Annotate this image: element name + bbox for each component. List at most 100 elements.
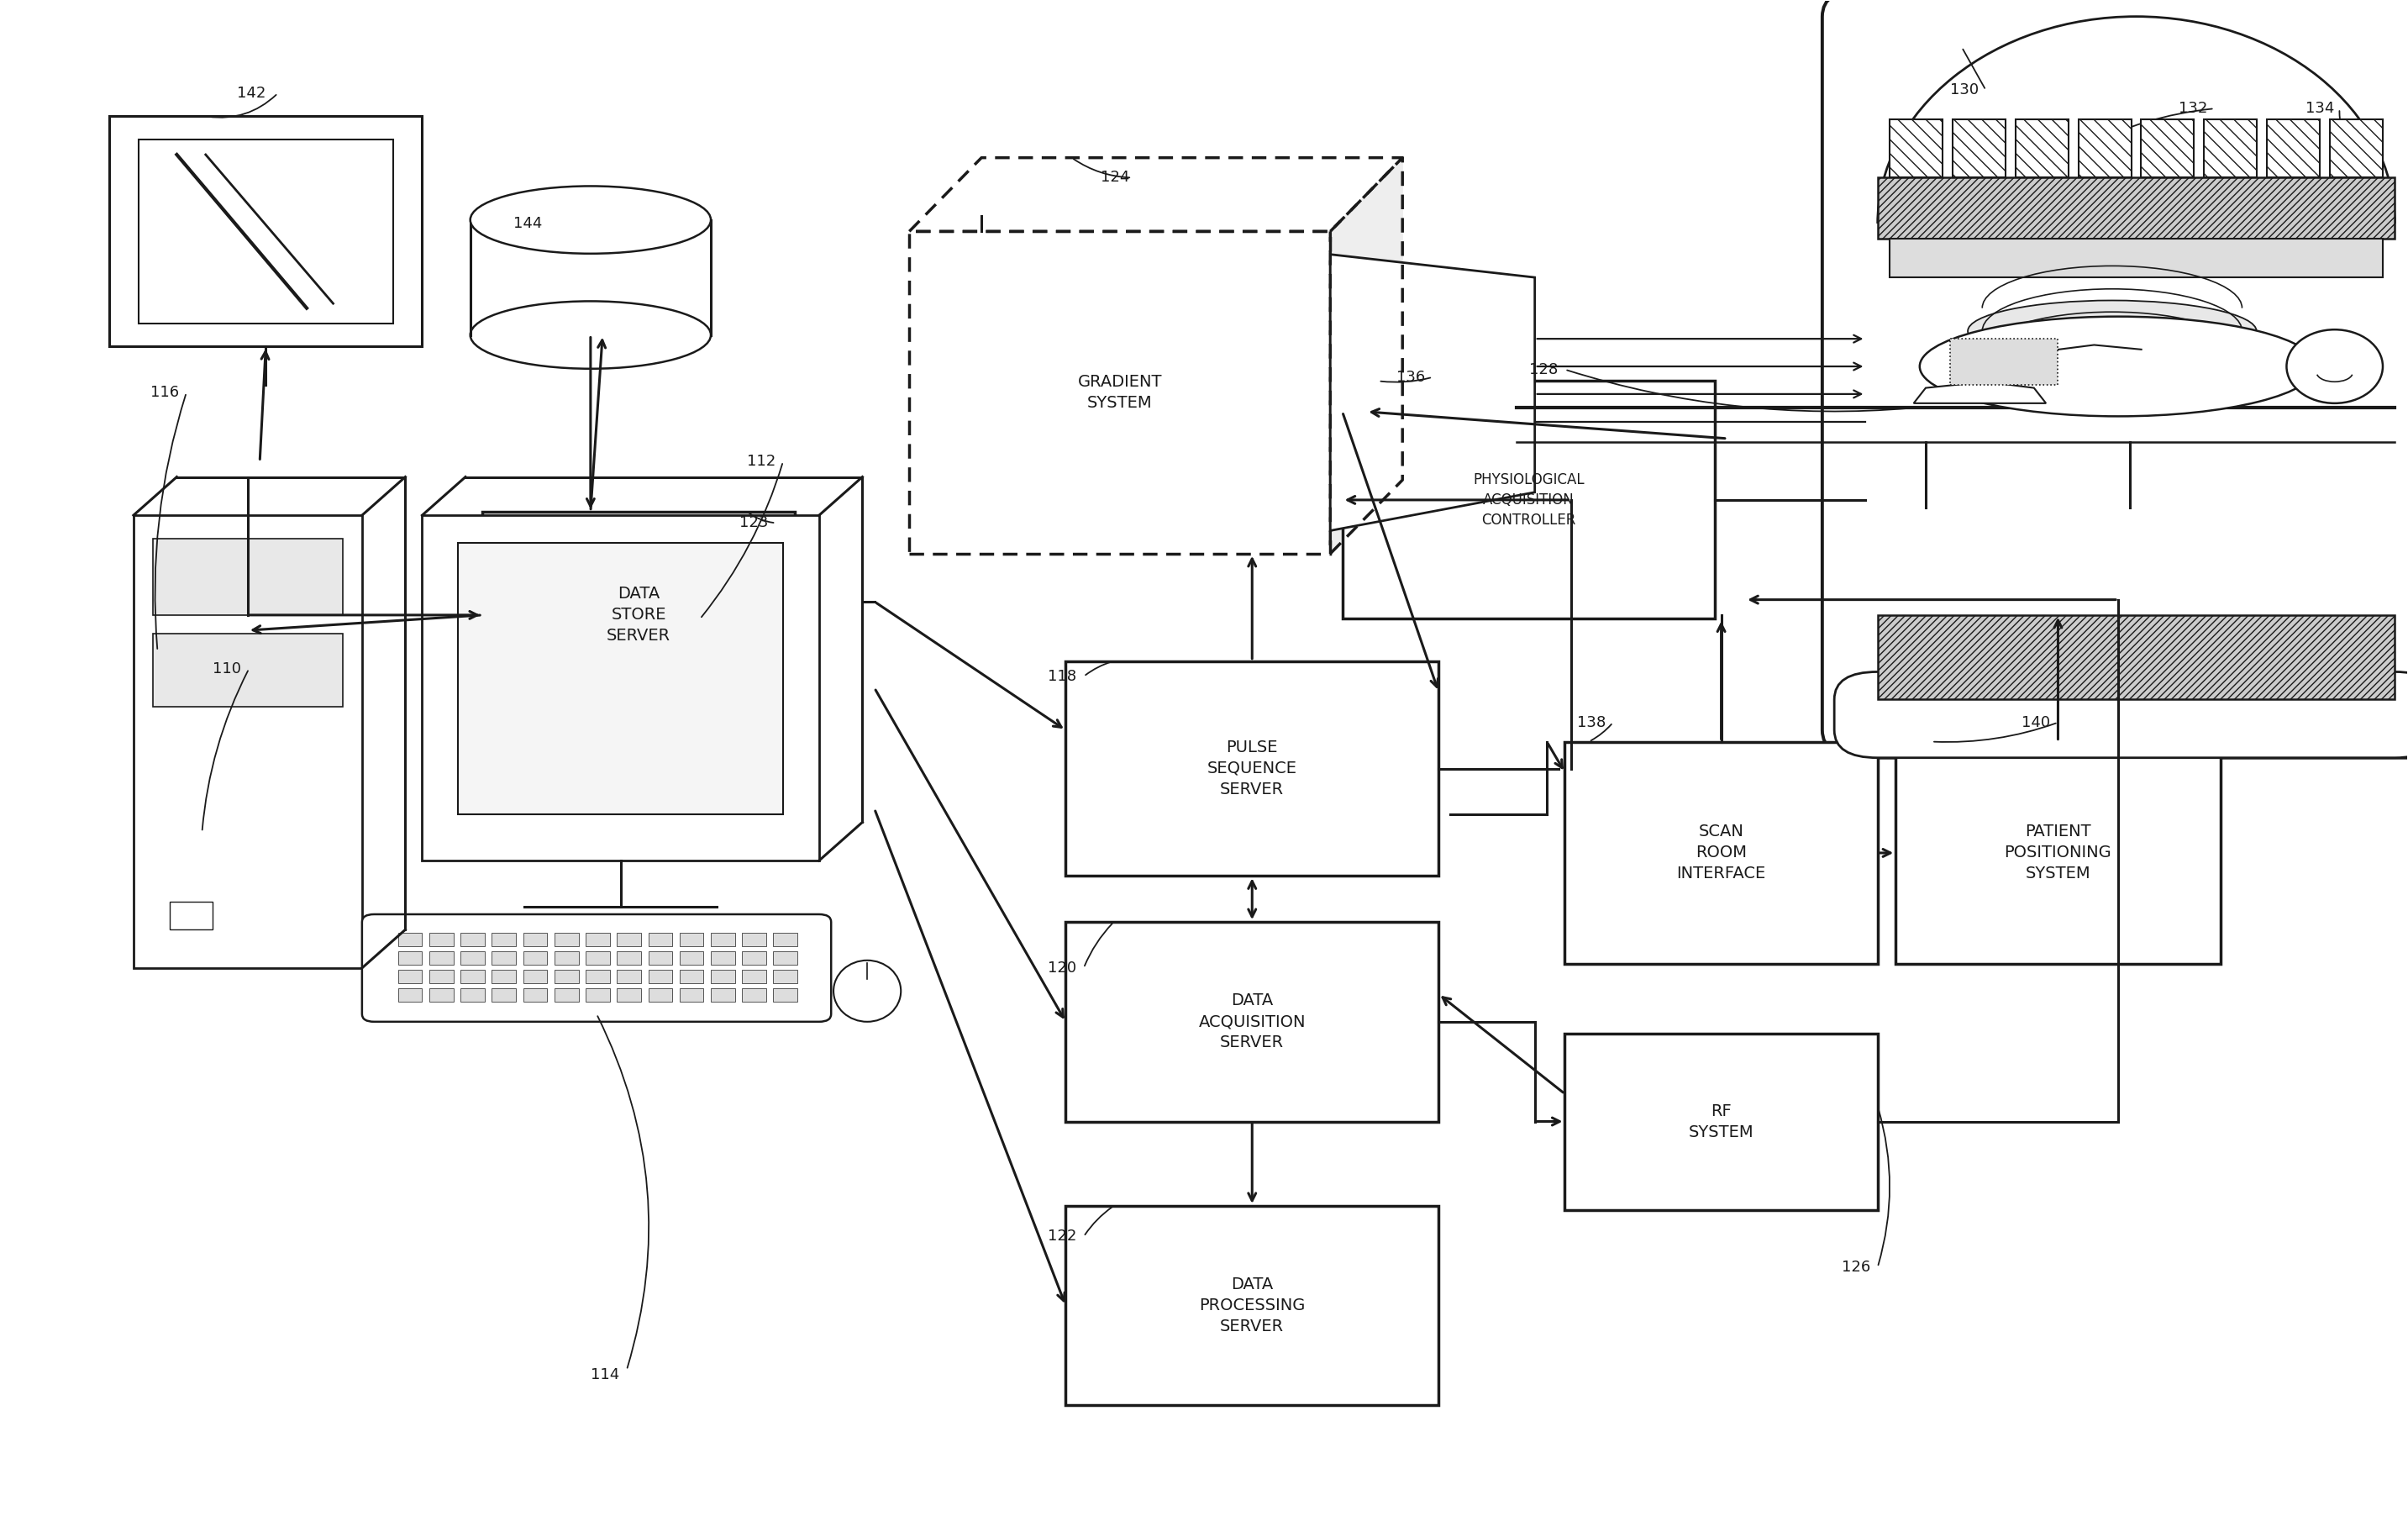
Bar: [491, 933, 515, 947]
Bar: [742, 988, 766, 1002]
Bar: [773, 970, 797, 984]
Bar: [1067, 661, 1438, 876]
Ellipse shape: [470, 301, 710, 369]
Bar: [152, 538, 342, 615]
Text: 138: 138: [1577, 715, 1606, 730]
Bar: [710, 951, 734, 965]
Bar: [585, 933, 609, 947]
Bar: [616, 970, 641, 984]
Text: 114: 114: [590, 1366, 619, 1382]
Bar: [421, 515, 819, 861]
Polygon shape: [1329, 158, 1401, 553]
Bar: [585, 970, 609, 984]
Text: PATIENT
POSITIONING
SYSTEM: PATIENT POSITIONING SYSTEM: [2003, 824, 2112, 882]
Bar: [1067, 922, 1438, 1122]
Text: 110: 110: [212, 661, 241, 676]
Text: 116: 116: [149, 384, 178, 400]
Bar: [1565, 742, 1878, 964]
Ellipse shape: [2288, 329, 2384, 403]
Bar: [429, 951, 453, 965]
Text: 136: 136: [1397, 369, 1426, 384]
Text: DATA
ACQUISITION
SERVER: DATA ACQUISITION SERVER: [1199, 993, 1305, 1051]
Bar: [679, 970, 703, 984]
Bar: [554, 988, 578, 1002]
Text: 122: 122: [1047, 1230, 1076, 1243]
Text: PULSE
SEQUENCE
SERVER: PULSE SEQUENCE SERVER: [1206, 739, 1298, 798]
Text: 132: 132: [2179, 101, 2208, 117]
Bar: [429, 970, 453, 984]
Bar: [554, 970, 578, 984]
Bar: [2015, 120, 2068, 178]
Bar: [710, 988, 734, 1002]
Ellipse shape: [1919, 317, 2316, 417]
Text: 144: 144: [513, 217, 542, 231]
Bar: [1950, 338, 2059, 384]
Bar: [491, 988, 515, 1002]
Bar: [523, 933, 547, 947]
Text: 142: 142: [236, 86, 265, 101]
FancyBboxPatch shape: [1835, 672, 2408, 758]
Bar: [679, 951, 703, 965]
Bar: [2141, 120, 2194, 178]
Text: 120: 120: [1047, 961, 1076, 976]
Bar: [1565, 1033, 1878, 1210]
Bar: [1341, 381, 1714, 619]
Bar: [460, 951, 484, 965]
Bar: [648, 933, 672, 947]
Ellipse shape: [833, 961, 901, 1022]
Ellipse shape: [470, 186, 710, 254]
Bar: [460, 933, 484, 947]
Bar: [679, 988, 703, 1002]
Text: SCAN
ROOM
INTERFACE: SCAN ROOM INTERFACE: [1676, 824, 1765, 882]
Bar: [132, 515, 361, 968]
Text: 140: 140: [2023, 715, 2052, 730]
Bar: [397, 988, 421, 1002]
Bar: [742, 970, 766, 984]
Text: 124: 124: [1100, 171, 1129, 186]
Bar: [1895, 742, 2220, 964]
Text: 130: 130: [1950, 83, 1979, 98]
Bar: [585, 988, 609, 1002]
Bar: [648, 970, 672, 984]
Bar: [616, 988, 641, 1002]
Ellipse shape: [1967, 300, 2256, 361]
Text: 126: 126: [1842, 1260, 1871, 1274]
Bar: [648, 988, 672, 1002]
Bar: [2078, 120, 2131, 178]
Bar: [773, 951, 797, 965]
Bar: [460, 970, 484, 984]
Bar: [2203, 120, 2256, 178]
Text: RF
SYSTEM: RF SYSTEM: [1688, 1104, 1753, 1140]
Bar: [523, 970, 547, 984]
Bar: [523, 988, 547, 1002]
Bar: [523, 951, 547, 965]
Bar: [152, 633, 342, 707]
Bar: [585, 951, 609, 965]
Text: 123: 123: [739, 515, 768, 530]
Text: DATA
STORE
SERVER: DATA STORE SERVER: [607, 586, 672, 644]
Bar: [910, 232, 1329, 553]
Bar: [648, 951, 672, 965]
FancyBboxPatch shape: [361, 915, 831, 1022]
Bar: [397, 933, 421, 947]
Bar: [470, 220, 710, 335]
Bar: [1878, 178, 2396, 240]
Ellipse shape: [1878, 17, 2396, 430]
FancyBboxPatch shape: [1823, 0, 2408, 758]
Polygon shape: [910, 158, 1401, 232]
Bar: [742, 933, 766, 947]
Bar: [1890, 240, 2384, 277]
Bar: [429, 988, 453, 1002]
Bar: [458, 543, 783, 815]
Polygon shape: [1914, 381, 2047, 403]
Bar: [773, 988, 797, 1002]
Bar: [491, 970, 515, 984]
Bar: [1067, 1207, 1438, 1405]
Bar: [460, 988, 484, 1002]
Text: 128: 128: [1529, 361, 1558, 377]
Bar: [773, 933, 797, 947]
Bar: [169, 902, 212, 930]
Text: GRADIENT
SYSTEM: GRADIENT SYSTEM: [1079, 373, 1163, 410]
Bar: [137, 140, 393, 323]
Bar: [679, 933, 703, 947]
